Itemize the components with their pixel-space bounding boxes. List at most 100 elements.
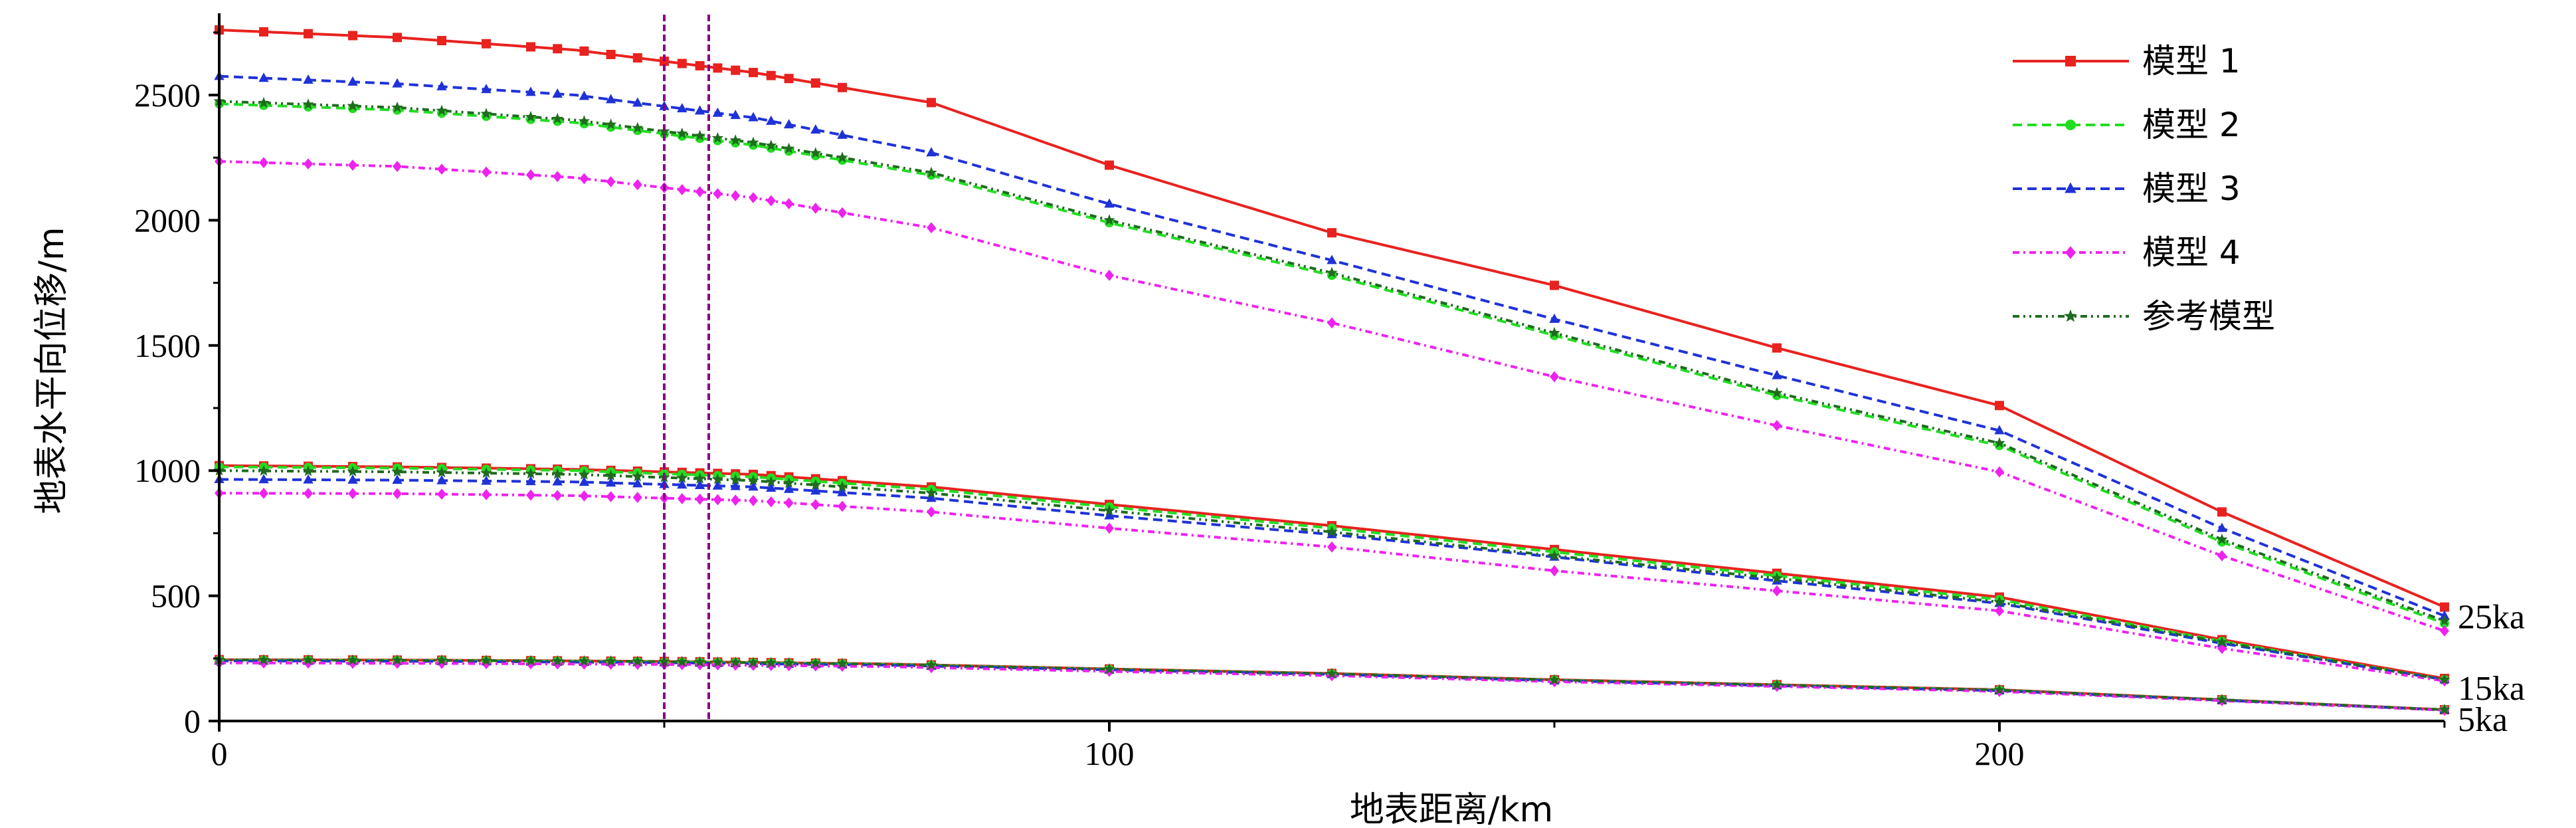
point-15ka-series-5-28 [2216, 636, 2228, 647]
point-15ka-series-3-8 [552, 476, 563, 486]
point-25ka-series-1-24 [1327, 228, 1336, 238]
point-5ka-series-5-13 [676, 655, 688, 667]
point-15ka-series-4-25 [1550, 565, 1559, 577]
point-25ka-series-5-20 [810, 147, 822, 158]
point-25ka-series-3-18 [766, 115, 777, 125]
point-25ka-series-4-25 [1550, 371, 1559, 383]
point-15ka-series-5-1 [258, 465, 270, 476]
point-25ka-series-5-27 [1993, 437, 2005, 449]
axes [209, 13, 2446, 732]
vertical-markers [663, 15, 710, 721]
point-25ka-series-5-15 [711, 132, 724, 144]
series-lines [219, 29, 2445, 712]
y-tick-label-3: 1500 [134, 327, 201, 364]
point-25ka-series-5-14 [693, 130, 706, 141]
point-25ka-series-5-22 [925, 166, 937, 178]
point-25ka-series-3-17 [748, 112, 759, 122]
point-5ka-series-5-15 [711, 656, 724, 667]
point-15ka-series-4-3 [348, 488, 357, 500]
point-15ka-series-4-19 [784, 497, 794, 509]
line-15ka-series-5 [219, 469, 2445, 681]
y-tick-label-2: 1000 [134, 452, 201, 489]
point-25ka-series-3-21 [837, 129, 848, 139]
legend-marker-3 [2065, 182, 2076, 193]
point-15ka-series-5-16 [729, 474, 741, 485]
legend-label-4: 模型 4 [2142, 233, 2241, 272]
point-25ka-series-4-19 [784, 198, 794, 209]
point-5ka-series-5-24 [1326, 667, 1338, 679]
point-15ka-series-3-21 [837, 486, 848, 496]
point-25ka-series-3-4 [392, 78, 403, 88]
point-5ka-series-5-9 [578, 655, 591, 667]
point-25ka-series-5-29 [2438, 615, 2450, 626]
point-25ka-series-3-25 [1549, 313, 1560, 323]
line-15ka-series-2 [219, 465, 2445, 681]
point-15ka-series-3-4 [392, 474, 403, 484]
point-15ka-series-3-14 [694, 480, 705, 490]
line-5ka-series-2 [219, 659, 2445, 712]
point-15ka-series-4-4 [393, 488, 402, 500]
point-25ka-series-1-26 [1772, 343, 1782, 353]
point-15ka-series-5-18 [765, 476, 777, 487]
point-15ka-series-5-25 [1548, 550, 1560, 561]
x-tick-label-1: 100 [1085, 735, 1135, 772]
point-15ka-series-5-6 [480, 466, 492, 478]
y-axis-title: 地表水平向位移/m [32, 227, 72, 514]
annotation-5ka: 5ka [2458, 701, 2508, 739]
point-15ka-series-3-10 [605, 477, 616, 487]
point-5ka-series-5-22 [925, 659, 937, 671]
point-15ka-series-5-5 [436, 466, 448, 478]
point-15ka-series-4-22 [927, 506, 936, 518]
point-25ka-series-3-11 [632, 97, 643, 107]
annotation-15ka: 15ka [2458, 670, 2525, 708]
legend-label-1: 模型 1 [2142, 42, 2241, 80]
point-15ka-series-4-20 [810, 498, 820, 510]
line-25ka-series-4 [219, 159, 2445, 633]
point-25ka-series-5-26 [1771, 387, 1783, 398]
point-25ka-series-1-10 [606, 49, 616, 59]
point-25ka-series-4-28 [2217, 550, 2227, 562]
point-15ka-series-3-13 [677, 479, 688, 489]
point-15ka-series-5-24 [1326, 526, 1338, 537]
point-25ka-series-4-2 [304, 158, 313, 170]
annotation-25ka: 25ka [2458, 599, 2525, 637]
point-15ka-series-4-1 [259, 487, 268, 499]
point-15ka-series-4-7 [526, 489, 535, 501]
point-15ka-series-3-6 [481, 475, 492, 485]
point-15ka-series-4-16 [731, 494, 741, 506]
point-25ka-series-5-5 [436, 104, 448, 116]
point-25ka-series-4-6 [482, 166, 491, 178]
point-5ka-series-5-2 [302, 654, 314, 665]
point-15ka-series-4-8 [553, 490, 563, 501]
line-5ka-series-5 [219, 659, 2445, 711]
point-25ka-series-1-15 [713, 63, 723, 73]
point-25ka-series-4-14 [695, 186, 705, 197]
point-25ka-series-1-27 [1995, 401, 2004, 411]
point-15ka-series-4-23 [1105, 522, 1114, 534]
point-25ka-series-1-11 [632, 53, 642, 63]
point-15ka-series-5-10 [604, 469, 617, 481]
y-tick-label-1: 500 [151, 577, 201, 615]
point-5ka-series-5-8 [551, 655, 563, 667]
point-15ka-series-3-7 [525, 476, 536, 486]
point-5ka-series-5-6 [480, 655, 492, 666]
point-15ka-series-4-5 [437, 488, 446, 500]
point-15ka-series-3-3 [347, 474, 358, 484]
point-25ka-series-3-16 [730, 110, 741, 120]
point-25ka-series-4-16 [731, 190, 741, 201]
point-25ka-series-1-21 [838, 82, 847, 92]
point-25ka-series-1-14 [695, 60, 705, 70]
point-15ka-series-4-2 [304, 488, 313, 499]
point-15ka-series-4-11 [632, 492, 642, 503]
point-15ka-series-5-21 [836, 480, 848, 492]
point-25ka-series-4-7 [526, 169, 535, 181]
point-15ka-series-5-19 [782, 477, 795, 488]
point-25ka-series-1-20 [810, 78, 820, 88]
point-25ka-series-5-7 [525, 110, 537, 122]
point-25ka-series-1-12 [660, 56, 669, 66]
point-25ka-series-3-8 [552, 88, 563, 98]
point-25ka-series-1-16 [731, 65, 741, 75]
point-25ka-series-3-15 [712, 107, 723, 117]
point-25ka-series-4-24 [1327, 317, 1336, 329]
point-25ka-series-3-24 [1327, 255, 1337, 264]
